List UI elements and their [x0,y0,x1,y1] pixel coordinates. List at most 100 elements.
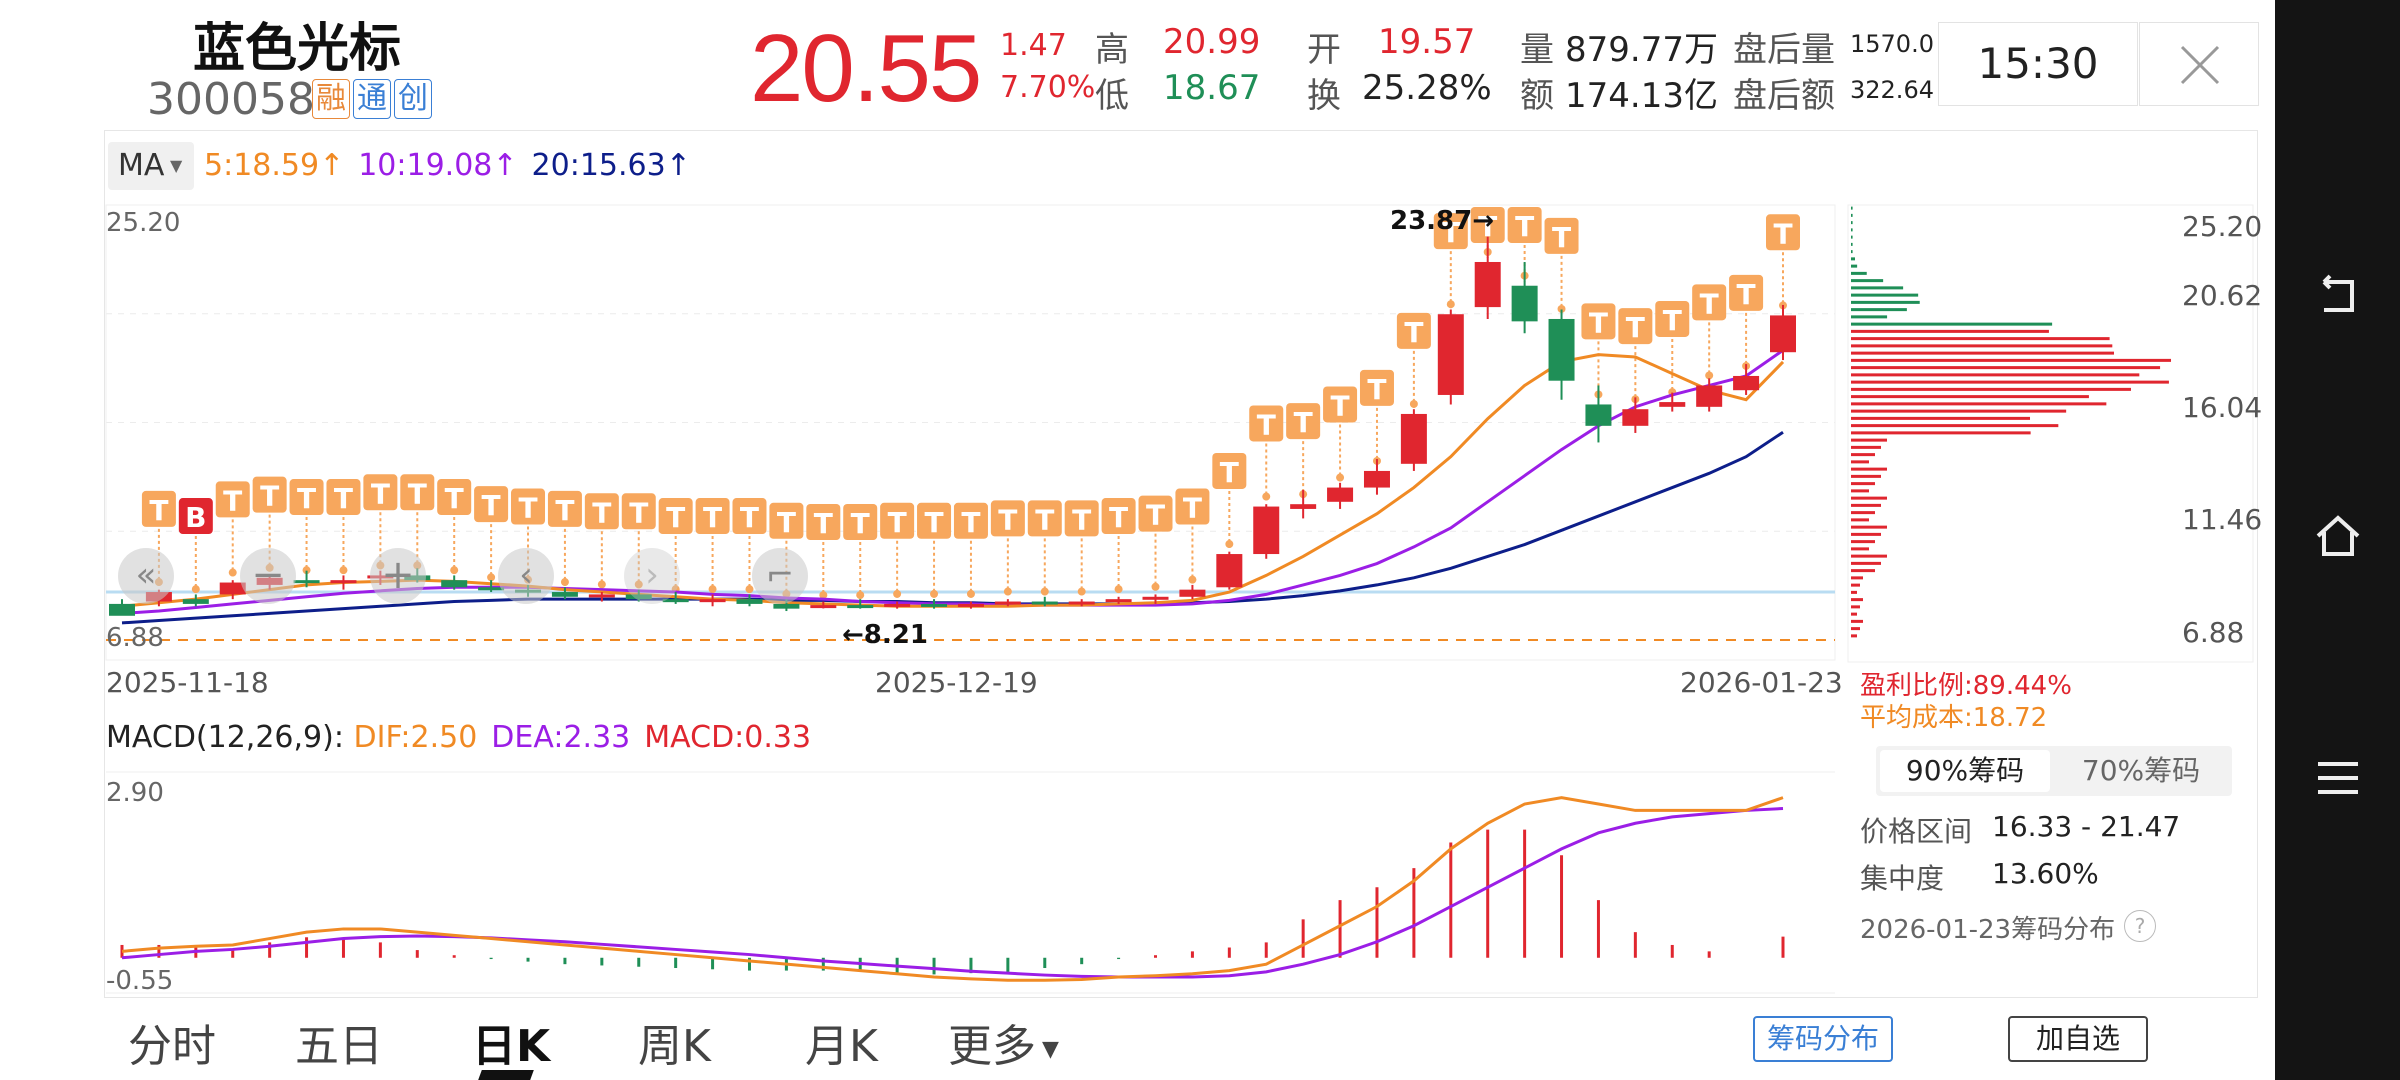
marker-dot [1188,575,1197,584]
candle-body [219,582,246,595]
chip-bar [1851,503,1881,507]
candle-body [1437,314,1464,395]
chip-bar [1851,619,1863,623]
tab-more[interactable]: 更多 ▼ [948,1010,1059,1074]
tab-daily-k[interactable]: 日K [472,1021,551,1072]
after-amount-value: 322.64 [1850,76,1934,104]
chip-date-text: 2026-01-23筹码分布 [1860,915,2116,945]
chip-bar [1851,366,2161,370]
chip-tab-90[interactable]: 90%筹码 [1880,750,2050,792]
close-button[interactable] [2139,22,2259,106]
tab-weekly-k[interactable]: 周K [638,1021,711,1072]
marker-dot [1114,585,1123,594]
marker-dot [1151,582,1160,591]
candle-body [1179,589,1206,597]
axis-left-bottom: 6.88 [106,623,164,653]
chip-tab-70[interactable]: 70%筹码 [2081,754,2201,787]
trade-marker-label: T [1663,304,1682,337]
close-icon [2180,45,2220,85]
time-box[interactable]: 15:30 [1938,22,2138,106]
candle-body [478,587,505,591]
trade-marker [1138,495,1173,532]
marker-dot [1705,371,1714,380]
chip-bar [1851,213,1853,217]
right-axis-label: 16.04 [2182,391,2263,424]
trade-marker-label: T [629,496,648,529]
chip-bar [1851,627,1860,631]
help-icon[interactable]: ? [2124,910,2156,942]
stock-name: 蓝色光标 [193,19,402,79]
chip-bar [1851,525,1887,529]
chip-bar [1851,387,2131,391]
candle-body [588,594,615,598]
trade-marker [990,500,1025,537]
chip-bar [1851,605,1860,609]
chip-bar [1851,569,1875,573]
trade-marker [400,474,435,511]
trade-marker-label: T [260,480,279,513]
low-value: 18.67 [1163,68,1261,108]
open-label: 开 [1307,30,1341,70]
trade-marker-label: T [814,507,833,540]
menu-icon[interactable] [2310,750,2366,806]
prev-button[interactable]: ‹ [498,548,554,604]
chip-bar [1851,511,1875,515]
tab-monthly-k[interactable]: 月K [805,1021,878,1072]
chip-bar [1851,431,2031,435]
chip-avg-cost-value: 18.72 [1972,703,2048,733]
tab-five-day[interactable]: 五日 [295,1021,383,1072]
marker-dot [597,580,606,589]
candle-body [1068,601,1095,605]
trade-marker [474,486,509,523]
main-plot-frame [105,204,1836,661]
high-label: 高 [1095,30,1129,70]
next-button[interactable]: › [624,548,680,604]
marker-dot [191,585,200,594]
chip-bar [1851,583,1860,587]
ma-selector[interactable]: MA ▼ [108,142,194,190]
trade-marker [1027,500,1062,537]
reset-button[interactable]: ⌐ [752,548,808,604]
chip-distribution-button[interactable]: 筹码分布 [1753,1016,1893,1062]
candle-body [1105,599,1132,603]
dea-line [121,807,1784,979]
candle-body [847,605,874,609]
candle-body [1216,554,1243,588]
trade-marker-label: T [1404,316,1423,349]
home-icon[interactable] [2310,508,2366,564]
time-display: 15:30 [1977,39,2099,88]
trade-marker-label: T [1552,221,1571,254]
candle-body [1585,404,1612,426]
chip-bar [1851,373,2140,377]
candle-body [1511,285,1538,322]
trade-marker [584,493,619,530]
scroll-left-button[interactable]: « [118,548,174,604]
back-icon[interactable] [2310,268,2366,324]
trade-marker [843,503,878,540]
right-axis-label: 6.88 [2182,616,2245,649]
zoom-out-button[interactable]: − [240,548,296,604]
chip-bar [1851,235,1853,239]
macd-value: MACD:0.33 [644,720,812,755]
trade-marker [1470,207,1505,243]
chip-plot-frame [1847,204,2254,663]
candle-body [957,603,984,607]
trade-marker-label: T [1441,216,1460,249]
axis-left-top: 25.20 [106,208,181,238]
chip-bar [1851,489,1869,493]
add-watchlist-button[interactable]: 加自选 [2008,1016,2148,1062]
caret-down-icon: ▼ [1042,1036,1059,1062]
trade-marker-label: T [888,506,907,539]
zoom-in-button[interactable]: + [370,548,426,604]
trade-marker-label: T [1294,406,1313,439]
amount-value: 174.13亿 [1565,76,1718,116]
candle-body [109,603,135,616]
ma20-value: 20:15.63 [531,148,666,183]
tab-intraday[interactable]: 分时 [128,1021,216,1072]
marker-dot [1003,587,1012,596]
chip-bar [1851,351,2114,355]
candle-body [1327,487,1354,502]
trade-marker-label: T [592,496,611,529]
candle-body [773,603,800,609]
trade-marker-label: T [1331,389,1350,422]
